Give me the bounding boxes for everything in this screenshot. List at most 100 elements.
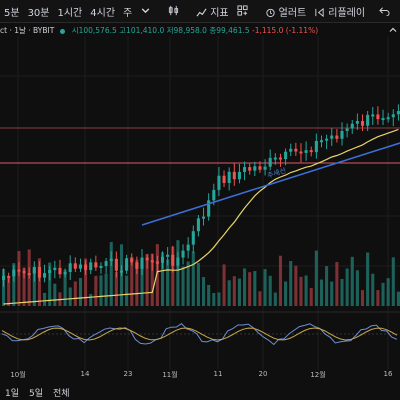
candle-body	[135, 262, 139, 269]
candle-body	[53, 267, 57, 271]
volume-bar	[391, 257, 395, 306]
symbol-label[interactable]: ct · 1날 · BYBIT	[0, 26, 55, 35]
candle-body	[150, 260, 154, 263]
candle-body	[314, 140, 318, 153]
x-tick: 16	[383, 370, 393, 378]
indicators-label: 지표	[210, 7, 229, 19]
volume-bar	[7, 277, 11, 306]
candle-body	[345, 128, 349, 132]
candle-body	[78, 264, 82, 269]
alarm-clock-icon	[266, 8, 275, 18]
grid-icon	[237, 5, 248, 16]
replay-icon	[315, 7, 324, 18]
volume-bar	[294, 265, 298, 306]
interval-1h[interactable]: 1시간	[57, 7, 83, 19]
candle-style-button[interactable]	[164, 5, 186, 17]
candle-body	[160, 256, 165, 263]
candle-body	[263, 166, 267, 170]
volume-bar	[140, 265, 144, 306]
candle-body	[104, 261, 108, 266]
candle-body	[186, 244, 190, 251]
indicators-button[interactable]: 지표	[192, 4, 232, 19]
volume-bar	[181, 266, 185, 306]
interval-5m[interactable]: 5분	[4, 7, 20, 19]
trendline[interactable]	[141, 142, 400, 226]
close-value: 종99,461.5	[209, 26, 250, 35]
range-5d[interactable]: 5일	[29, 388, 44, 399]
x-tick: 20	[258, 370, 268, 378]
interval-4h[interactable]: 4시간	[90, 7, 116, 19]
volume-bar	[284, 281, 288, 306]
candle-body	[176, 257, 180, 266]
volume-bar	[227, 280, 231, 306]
candle-body	[155, 261, 159, 264]
volume-bar	[130, 256, 134, 306]
candle-body	[68, 263, 72, 272]
chevron-down-icon	[141, 8, 150, 14]
volume-bar	[278, 255, 282, 306]
trendline-label: 추세선	[266, 166, 287, 180]
replay-button[interactable]: 리플레이	[310, 4, 369, 19]
interval-dropdown[interactable]	[136, 5, 158, 17]
candle-body	[89, 262, 93, 271]
range-all[interactable]: 전체	[53, 388, 70, 399]
volume-bars	[2, 240, 400, 306]
volume-bar	[73, 281, 77, 306]
candle-body	[248, 167, 252, 171]
candle-body	[99, 265, 103, 268]
volume-bar	[340, 278, 344, 306]
volume-bar	[160, 252, 165, 306]
volume-bar	[263, 269, 267, 306]
change-value: -1,115.0 (-1.11%)	[252, 26, 319, 35]
volume-bar	[314, 250, 318, 306]
volume-bar	[166, 259, 170, 306]
top-toolbar: 5분 30분 1시간 4시간 주 지표 얼러트 리플레이	[0, 0, 400, 23]
candle-body	[319, 140, 324, 143]
candle-body	[109, 258, 113, 262]
volume-bar	[386, 278, 390, 306]
alert-label: 얼러트	[278, 7, 307, 19]
price-chart[interactable]: 추세선	[0, 36, 400, 370]
volume-bar	[350, 256, 354, 306]
volume-bar	[135, 259, 139, 306]
candle-body	[2, 275, 6, 280]
volume-bar	[371, 273, 375, 306]
candle-body	[7, 275, 11, 278]
volume-bar	[12, 263, 16, 306]
volume-bar	[355, 270, 359, 306]
candle-body	[207, 200, 211, 217]
interval-week[interactable]: 주	[123, 7, 133, 19]
volume-bar	[84, 258, 88, 306]
candle-body	[43, 273, 47, 278]
oscillator-pane	[0, 322, 400, 346]
volume-bar	[232, 276, 236, 306]
alert-button[interactable]: 얼러트	[261, 4, 311, 19]
layout-grid-button[interactable]	[233, 5, 255, 17]
volume-bar	[345, 268, 349, 306]
volume-bar	[217, 292, 221, 306]
candle-body	[232, 171, 236, 180]
volume-bar	[319, 279, 324, 306]
candle-body	[309, 150, 313, 153]
chevron-up-icon[interactable]	[388, 25, 398, 35]
candle-body	[355, 121, 359, 124]
volume-bar	[48, 262, 52, 306]
candle-body	[243, 167, 247, 172]
volume-bar	[68, 287, 72, 306]
volume-bar	[268, 275, 272, 306]
interval-30m[interactable]: 30분	[27, 7, 50, 19]
candle-body	[222, 175, 226, 183]
candle-body	[171, 254, 175, 266]
candle-body	[196, 218, 200, 232]
candle-body	[237, 171, 241, 180]
candle-body	[17, 269, 21, 272]
candle-body	[63, 271, 67, 275]
undo-button[interactable]	[375, 5, 397, 17]
volume-bar	[289, 261, 293, 306]
candle-body	[12, 269, 16, 277]
range-1d[interactable]: 1일	[5, 388, 20, 399]
candle-body	[32, 266, 36, 274]
range-selector: 1일 5일 전체	[0, 384, 400, 400]
volume-bar	[104, 273, 108, 306]
volume-bar	[99, 275, 103, 306]
